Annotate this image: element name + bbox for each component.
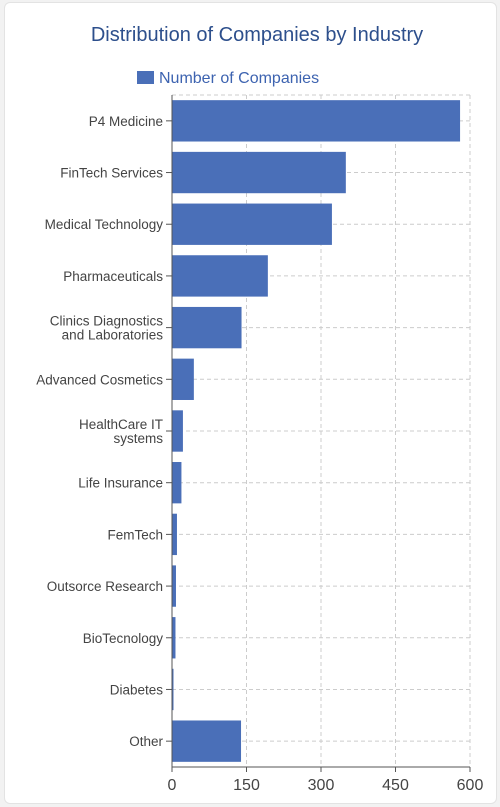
x-tick-label: 450 <box>382 777 409 794</box>
bar-4 <box>172 255 268 297</box>
bar-10 <box>172 565 176 607</box>
y-tick-label: Outsorce Research <box>47 579 163 594</box>
y-tick-label: Clinics Diagnostics and Laboratories <box>50 314 164 343</box>
x-tick-label: 300 <box>308 777 335 794</box>
y-tick-label: P4 Medicine <box>89 114 163 129</box>
y-tick-label: Advanced Cosmetics <box>36 372 163 387</box>
bar-9 <box>172 513 177 556</box>
bar-5 <box>172 306 242 349</box>
y-tick-label: Diabetes <box>110 682 164 697</box>
bars <box>172 100 461 762</box>
y-tick-label: HealthCare IT systems <box>79 417 163 446</box>
x-tick-label: 0 <box>168 777 177 794</box>
legend-swatch <box>137 71 154 84</box>
bar-3 <box>172 203 332 245</box>
bar-7 <box>172 410 183 452</box>
bar-13 <box>172 720 242 762</box>
axes: P4 Medicine FinTech Services Medical Techn… <box>36 95 483 794</box>
legend-label: Number of Companies <box>159 70 319 87</box>
bar-2 <box>172 151 346 194</box>
y-tick-label: BioTecnology <box>83 631 164 646</box>
y-tick-label: Life Insurance <box>78 476 163 491</box>
x-tick-label: 150 <box>233 777 260 794</box>
y-tick-label: FemTech <box>107 527 163 542</box>
x-tick-label: 600 <box>457 777 484 794</box>
legend[interactable]: Number of Companies <box>137 70 319 87</box>
bar-6 <box>172 358 194 400</box>
bar-12 <box>172 668 174 711</box>
bar-1 <box>172 100 461 142</box>
y-tick-label: Medical Technology <box>45 217 164 232</box>
bar-11 <box>172 617 176 659</box>
y-tick-label: Other <box>129 734 163 749</box>
y-tick-label: FinTech Services <box>60 166 163 181</box>
grid <box>172 94 471 767</box>
chart-title: Distribution of Companies by Industry <box>91 24 423 46</box>
bar-8 <box>172 462 182 504</box>
y-tick-label: Pharmaceuticals <box>63 269 163 284</box>
